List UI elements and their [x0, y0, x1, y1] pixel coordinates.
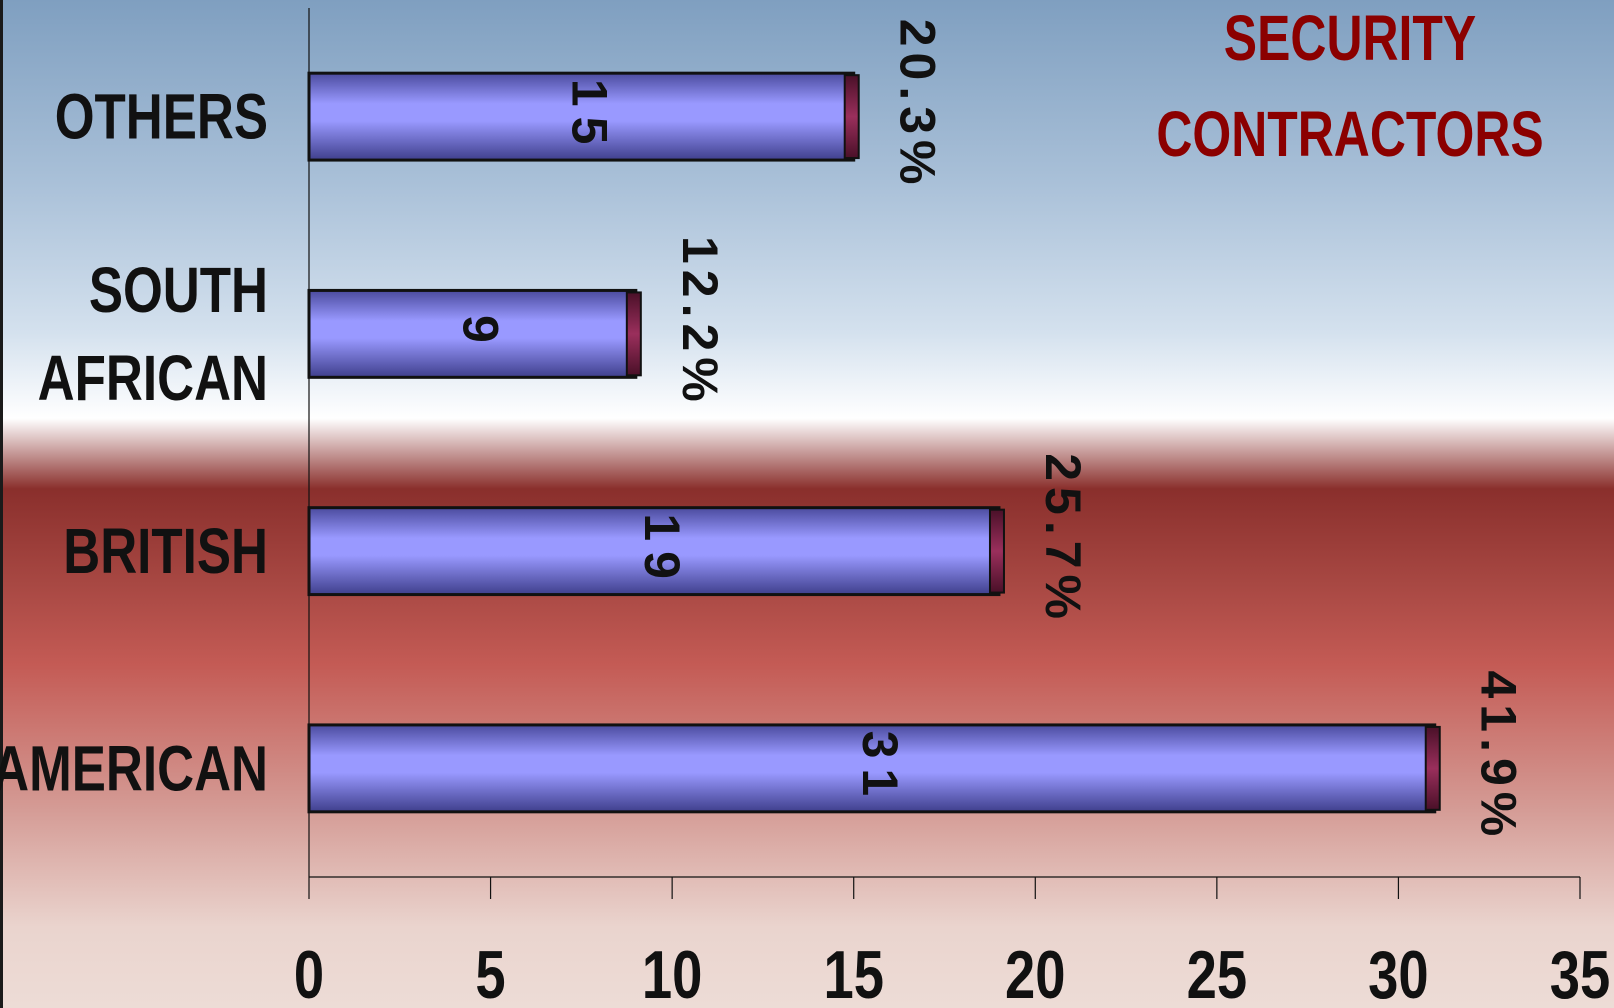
bar	[307, 723, 1437, 814]
bar-percent-label: 25.7%	[1035, 453, 1091, 625]
x-tick-label: 35	[1550, 937, 1611, 1008]
bar-value-label: 19	[634, 513, 690, 589]
frame-left-edge	[0, 0, 3, 1008]
bar	[307, 288, 638, 379]
bar-value-label: 9	[452, 315, 508, 353]
category-label: AFRICAN	[38, 344, 268, 415]
bar-percent-label: 41.9%	[1471, 670, 1527, 842]
bar-value-label: 15	[561, 79, 617, 155]
chart-title-line-2: CONTRACTORS	[1156, 98, 1544, 170]
category-label: BRITISH	[63, 517, 268, 588]
category-label: OTHERS	[55, 82, 268, 153]
bar-end-cap	[988, 508, 1005, 594]
category-label: AMERICAN	[0, 734, 268, 805]
bar-value-label: 31	[852, 731, 908, 807]
bar-end-cap	[625, 291, 642, 377]
bar	[307, 506, 1001, 597]
x-tick-label: 15	[823, 937, 884, 1008]
chart-title-line-1: SECURITY	[1223, 2, 1477, 74]
category-label: SOUTH	[89, 256, 268, 327]
x-tick-label: 30	[1368, 937, 1429, 1008]
bar-percent-label: 20.3%	[890, 19, 946, 191]
bar-percent-label: 12.2%	[672, 236, 728, 408]
bar-end-cap	[1424, 725, 1441, 811]
x-tick-label: 20	[1005, 937, 1066, 1008]
x-tick-label: 5	[475, 937, 505, 1008]
x-tick-label: 10	[642, 937, 703, 1008]
bar-end-cap	[843, 74, 860, 160]
x-tick-label: 0	[294, 937, 324, 1008]
x-tick-label: 25	[1187, 937, 1248, 1008]
